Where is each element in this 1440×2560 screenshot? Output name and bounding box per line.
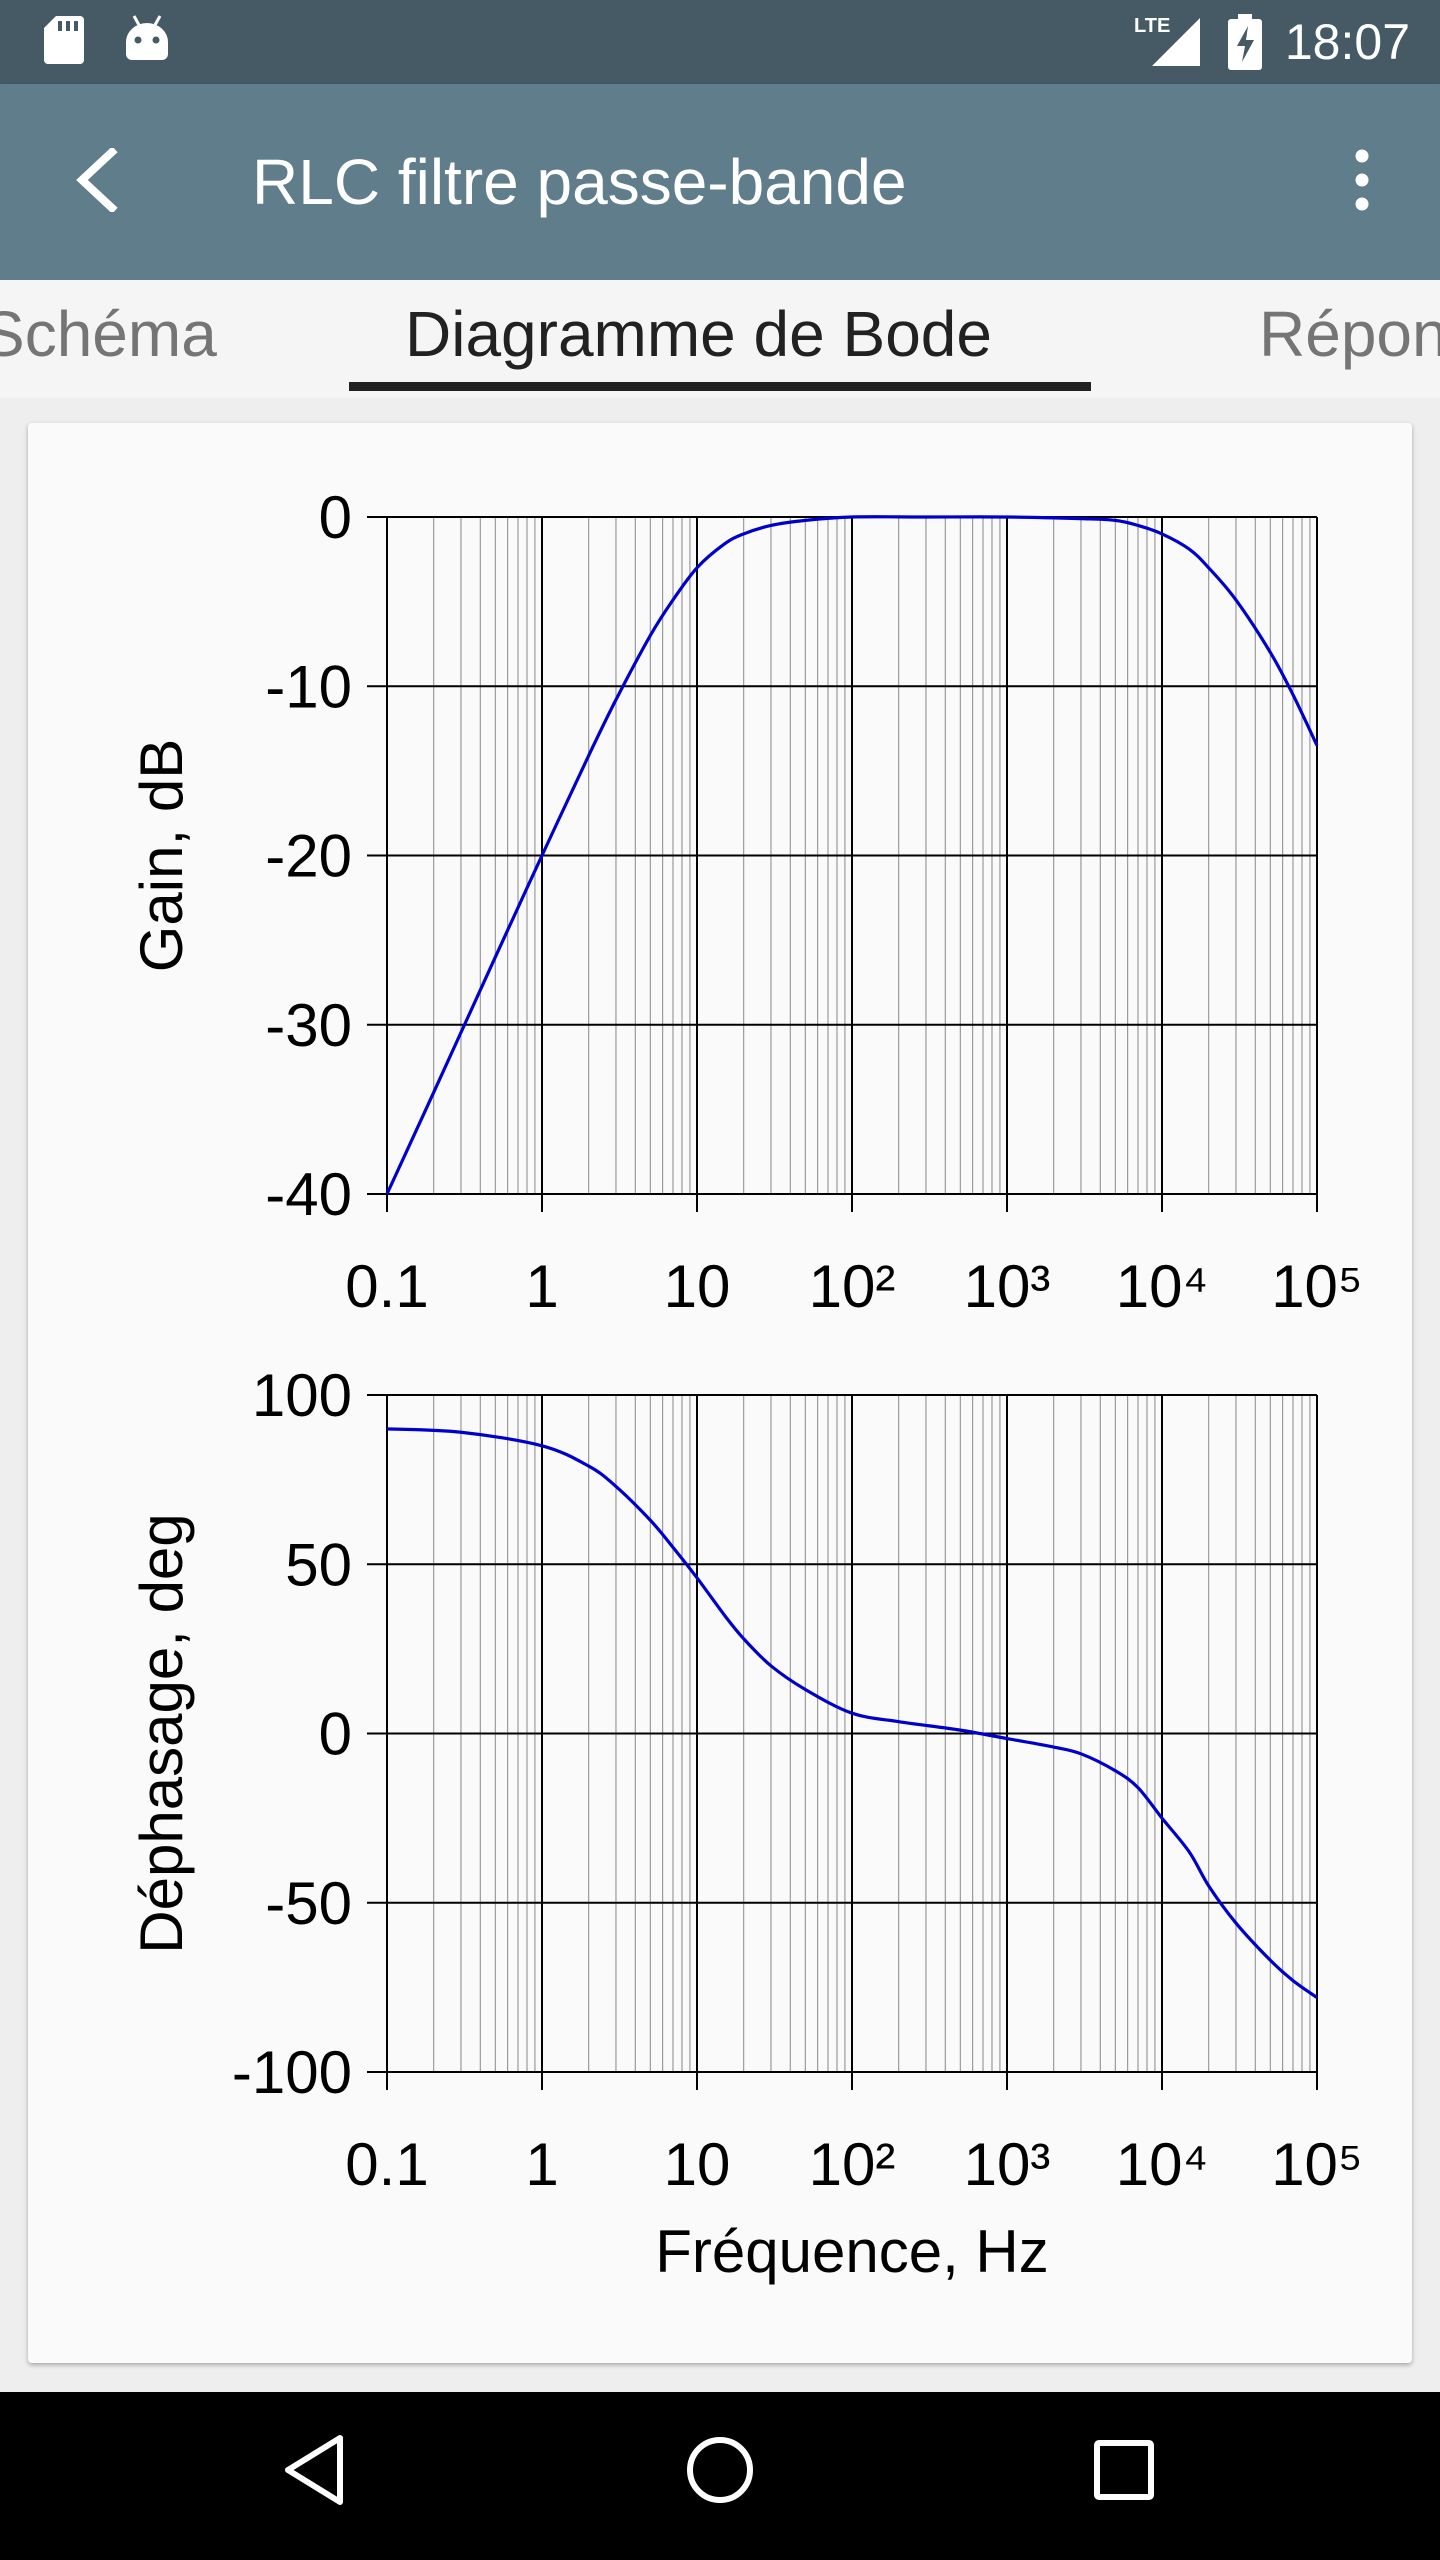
plot1-y-tick-label: -40 (265, 1161, 352, 1228)
plot2-x-tick-label: 10 (664, 2131, 731, 2198)
page-title: RLC filtre passe-bande (252, 146, 907, 218)
bode-chart-card: 0.1 1 10 10² 10³ 10⁴ 10⁵ -40 -30 -20 -10 0 Gain, dB 0… (28, 423, 1412, 2363)
plot2-y-tick-label: -100 (232, 2039, 352, 2106)
battery-charging-icon (1228, 14, 1262, 70)
tab-bar: Schéma Diagramme de Bode Réponse (0, 280, 1440, 398)
sd-card-icon (44, 16, 84, 64)
nav-back-icon[interactable] (282, 2430, 348, 2510)
status-bar: LTE 18:07 (0, 0, 1440, 84)
plot1-y-tick-label: 0 (319, 484, 352, 551)
tab-response[interactable]: Réponse (1259, 298, 1440, 370)
tab-bode-diagram[interactable]: Diagramme de Bode (405, 298, 992, 370)
plot2-x-tick-label: 10³ (964, 2131, 1051, 2198)
nav-home-icon[interactable] (684, 2430, 756, 2510)
plot2-x-tick-label: 10⁴ (1116, 2131, 1209, 2198)
plot1-x-tick-label: 0.1 (345, 1253, 428, 1320)
lte-signal-icon: LTE (1134, 15, 1200, 66)
plot1-x-tick-label: 10⁵ (1271, 1253, 1363, 1320)
plot2-y-axis-label: Déphasage, deg (128, 1513, 195, 1953)
plot1-series-line (385, 515, 1319, 1195)
android-icon (126, 15, 168, 60)
plot1-y-axis-label: Gain, dB (128, 739, 195, 972)
plot2-series-line (386, 1427, 1318, 1999)
plot2-x-tick-label: 1 (525, 2131, 558, 2198)
plot2-y-tick-label: 0 (319, 1701, 352, 1768)
plot1-x-tick-label: 10⁴ (1116, 1253, 1209, 1320)
plot2-y-tick-label: 50 (285, 1531, 352, 1598)
plot2-x-tick-label: 10⁵ (1271, 2131, 1363, 2198)
more-vert-icon[interactable] (1336, 148, 1388, 212)
tab-indicator (349, 382, 1091, 391)
plot2-x-axis-label: Fréquence, Hz (655, 2218, 1049, 2285)
nav-recents-icon[interactable] (1092, 2430, 1156, 2510)
app-bar: RLC filtre passe-bande (0, 84, 1440, 280)
network-label: LTE (1134, 15, 1170, 37)
status-clock: 18:07 (1284, 14, 1410, 70)
plot1-y-tick-label: -20 (265, 823, 352, 890)
plot1-y-tick-label: -10 (265, 653, 352, 720)
arrow-back-icon[interactable] (68, 148, 128, 212)
plot2-x-tick-label: 0.1 (345, 2131, 428, 2198)
plot1-x-tick-label: 10 (664, 1253, 731, 1320)
navigation-bar (0, 2392, 1440, 2560)
plot1-x-tick-label: 10² (809, 1253, 896, 1320)
tab-schema[interactable]: Schéma (0, 298, 217, 370)
plot1-x-tick-label: 10³ (964, 1253, 1051, 1320)
plot1-x-tick-label: 1 (525, 1253, 558, 1320)
plot2-y-tick-label: -50 (265, 1870, 352, 1937)
plot1-y-tick-label: -30 (265, 992, 352, 1059)
plot2-x-tick-label: 10² (809, 2131, 896, 2198)
plot2-y-tick-label: 100 (252, 1362, 352, 1429)
